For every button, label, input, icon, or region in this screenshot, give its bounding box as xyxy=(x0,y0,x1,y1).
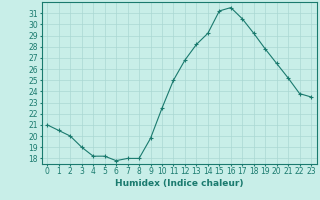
X-axis label: Humidex (Indice chaleur): Humidex (Indice chaleur) xyxy=(115,179,244,188)
